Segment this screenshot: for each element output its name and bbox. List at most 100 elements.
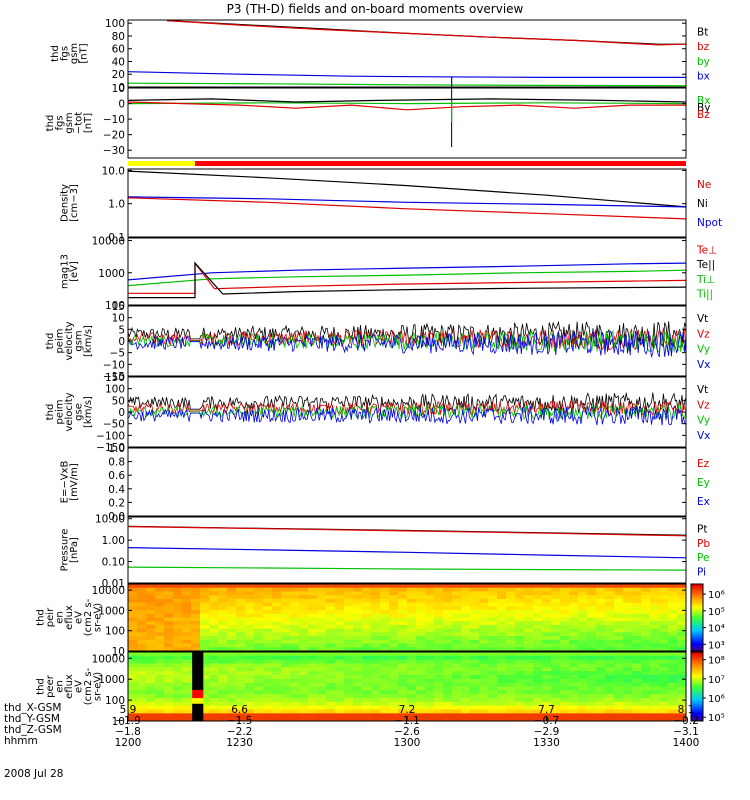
spectrogram-cell bbox=[542, 709, 552, 714]
spectrogram-cell bbox=[524, 675, 534, 680]
spectrogram-cell bbox=[560, 598, 570, 604]
spectrogram-cell bbox=[281, 584, 291, 589]
spectrogram-cell bbox=[353, 591, 363, 596]
spectrogram-cell bbox=[677, 636, 686, 641]
spectrogram-cell bbox=[533, 624, 543, 630]
spectrogram-cell bbox=[533, 643, 543, 648]
spectrogram-cell bbox=[479, 587, 489, 593]
spectrogram-cell bbox=[263, 610, 273, 615]
spectrogram-cell bbox=[398, 624, 408, 630]
spectrogram-cell bbox=[641, 591, 651, 596]
spectrogram-cell bbox=[641, 610, 651, 615]
spectrogram-cell bbox=[452, 639, 462, 645]
panel-frame bbox=[127, 168, 687, 238]
spectrogram-cell bbox=[335, 682, 345, 688]
spectrogram-cell bbox=[533, 713, 543, 718]
spectrogram-cell bbox=[407, 675, 417, 680]
spectrogram-cell bbox=[434, 701, 444, 707]
spectrogram-cell bbox=[560, 584, 570, 589]
spectrogram-cell bbox=[452, 686, 462, 691]
spectrogram-cell bbox=[488, 636, 498, 641]
spectrogram-cell bbox=[668, 705, 678, 711]
mode-bar bbox=[128, 161, 686, 166]
spectrogram-cell bbox=[389, 628, 399, 633]
series-line-bz bbox=[167, 20, 686, 46]
spectrogram-cell bbox=[164, 628, 174, 633]
y-tick-label: 0.6 bbox=[108, 470, 125, 482]
spectrogram-cell bbox=[425, 602, 435, 607]
spectrogram-cell bbox=[281, 655, 291, 661]
spectrogram-cell bbox=[632, 598, 642, 604]
spectrogram-cell bbox=[497, 709, 507, 714]
spectrogram-cell bbox=[263, 655, 273, 661]
spectrogram-cell bbox=[659, 639, 669, 645]
spectrogram-cell bbox=[353, 624, 363, 630]
spectrogram-cell bbox=[542, 698, 552, 703]
spectrogram-cell bbox=[362, 655, 372, 661]
spectrogram-cell bbox=[398, 587, 408, 593]
spectrogram-cell bbox=[632, 595, 642, 600]
spectrogram-cell bbox=[659, 628, 669, 633]
lines-fgs-gsm bbox=[128, 20, 686, 87]
spectrogram-cell bbox=[353, 686, 363, 691]
spectrogram-cell bbox=[245, 584, 255, 589]
spectrogram-cell bbox=[596, 709, 606, 714]
spectrogram-cell bbox=[497, 613, 507, 619]
spectrogram-cell bbox=[236, 624, 246, 630]
spectrogram-cell bbox=[551, 713, 561, 718]
spectrogram-cell bbox=[290, 667, 300, 672]
spectrogram-cell bbox=[614, 686, 624, 691]
y-axis-label-line: sr-eV) bbox=[93, 672, 104, 701]
spectrogram-cell bbox=[164, 698, 174, 703]
spectrogram-cell bbox=[569, 643, 579, 648]
colorbar-cell bbox=[691, 640, 703, 644]
spectrogram-cell bbox=[335, 617, 345, 622]
spectrogram-cell bbox=[659, 678, 669, 684]
spectrogram-cell bbox=[245, 655, 255, 661]
spectrogram-cell bbox=[479, 652, 489, 657]
spectrogram-cell bbox=[380, 613, 390, 619]
spectrogram-cell bbox=[488, 613, 498, 619]
spectrogram-cell bbox=[578, 602, 588, 607]
spectrogram-cell bbox=[605, 598, 615, 604]
spectrogram-cell bbox=[497, 602, 507, 607]
spectrogram-cell bbox=[443, 686, 453, 691]
spectrogram-cell bbox=[326, 639, 336, 645]
y-tick-label: 10 bbox=[112, 716, 125, 728]
spectrogram-cell bbox=[650, 686, 660, 691]
spectrogram-cell bbox=[650, 667, 660, 672]
spectrogram-cell bbox=[218, 643, 228, 648]
spectrogram-cell bbox=[236, 602, 246, 607]
spectrogram-cell bbox=[470, 678, 480, 684]
spectrogram-cell bbox=[398, 584, 408, 589]
spectrogram-cell bbox=[398, 652, 408, 657]
y-axis-label-line: [eV] bbox=[69, 261, 80, 282]
spectrogram-cell bbox=[263, 713, 273, 718]
spectrogram-cell bbox=[173, 682, 183, 688]
spectrogram-cell bbox=[146, 621, 156, 626]
spectrogram-cell bbox=[128, 671, 138, 676]
spectrogram-cell bbox=[371, 705, 381, 711]
spectrogram-cell bbox=[533, 659, 543, 665]
spectrogram-cell bbox=[506, 652, 516, 657]
spectrogram-cell bbox=[587, 701, 597, 707]
spectrogram-cell bbox=[416, 675, 426, 680]
spectrogram-cell bbox=[506, 636, 516, 641]
spectrogram-cell bbox=[236, 639, 246, 645]
spectrogram-cell bbox=[308, 709, 318, 714]
spectrogram-cell bbox=[596, 698, 606, 703]
y-tick-label: 10000 bbox=[92, 585, 125, 597]
spectrogram-cell bbox=[182, 663, 192, 668]
spectrogram-cell bbox=[362, 709, 372, 714]
spectrogram-cell bbox=[290, 595, 300, 600]
spectrogram-cell bbox=[344, 613, 354, 619]
spectrogram-cell bbox=[200, 671, 210, 676]
spectrogram-cell bbox=[389, 663, 399, 668]
spectrogram-cell bbox=[443, 694, 453, 699]
spectrogram-cell bbox=[173, 647, 183, 651]
y-axis-label-line: thd bbox=[45, 404, 56, 421]
y-tick-label: 10000 bbox=[92, 236, 125, 248]
spectrogram-cell bbox=[317, 694, 327, 699]
spectrogram-cell bbox=[416, 659, 426, 665]
spectrogram-cell bbox=[659, 694, 669, 699]
